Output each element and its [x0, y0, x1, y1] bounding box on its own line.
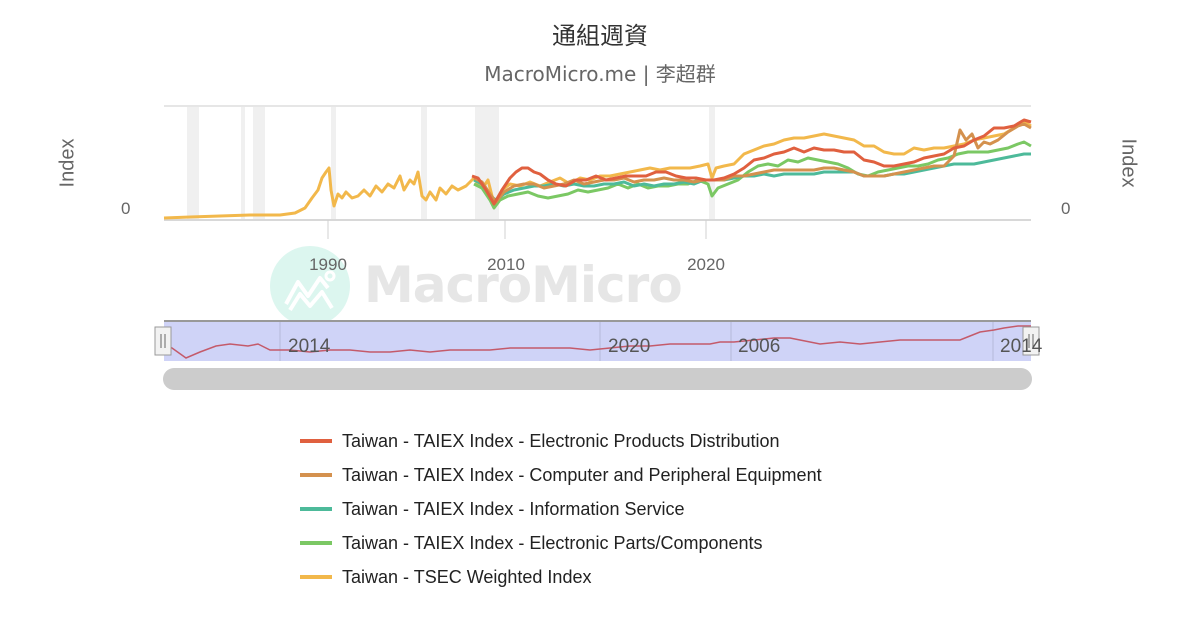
x-tick-label: 2010 [487, 255, 525, 274]
navigator-series [163, 325, 1031, 359]
legend-item-electronic-parts[interactable]: Taiwan - TAIEX Index - Electronic Parts/… [300, 526, 822, 560]
legend-swatch-icon [300, 575, 332, 579]
legend-label: Taiwan - TAIEX Index - Electronic Produc… [342, 430, 780, 451]
legend-item-tsec-weighted[interactable]: Taiwan - TSEC Weighted Index [300, 560, 822, 594]
legend-label: Taiwan - TAIEX Index - Information Servi… [342, 498, 685, 519]
legend-label: Taiwan - TAIEX Index - Computer and Peri… [342, 464, 822, 485]
series-computer-peripheral [473, 122, 1032, 204]
legend-swatch-icon [300, 439, 332, 443]
navigator-label: 2014 [288, 336, 331, 357]
navigator-label: 2014 [1000, 336, 1043, 357]
legend-swatch-icon [300, 541, 332, 545]
legend-label: Taiwan - TAIEX Index - Electronic Parts/… [342, 532, 763, 553]
x-tick-label: 1990 [309, 255, 347, 274]
navigator-right-handle[interactable] [1022, 326, 1040, 356]
legend: Taiwan - TAIEX Index - Electronic Produc… [300, 424, 822, 594]
legend-item-information-service[interactable]: Taiwan - TAIEX Index - Information Servi… [300, 492, 822, 526]
chart-subtitle: MacroMicro.me | 李超群 [484, 62, 716, 86]
navigator-label: 2020 [608, 336, 651, 357]
x-tick-label: 2020 [687, 255, 725, 274]
navigator-scrollbar [163, 368, 1032, 390]
legend-item-electronic-products[interactable]: Taiwan - TAIEX Index - Electronic Produc… [300, 424, 822, 458]
y-tick-left-zero: 0 [121, 199, 131, 218]
legend-label: Taiwan - TSEC Weighted Index [342, 566, 592, 587]
legend-item-computer-peripheral[interactable]: Taiwan - TAIEX Index - Computer and Peri… [300, 458, 822, 492]
chart-title: 通組週資 [552, 22, 648, 50]
navigator[interactable] [0, 0, 1200, 400]
legend-swatch-icon [300, 473, 332, 477]
series-electronic-products [471, 118, 1032, 206]
navigator-label: 2006 [738, 336, 781, 357]
main-plot[interactable] [0, 0, 1200, 400]
y-tick-right-zero: 0 [1061, 199, 1071, 218]
legend-swatch-icon [300, 507, 332, 511]
navigator-left-handle[interactable] [154, 326, 172, 356]
